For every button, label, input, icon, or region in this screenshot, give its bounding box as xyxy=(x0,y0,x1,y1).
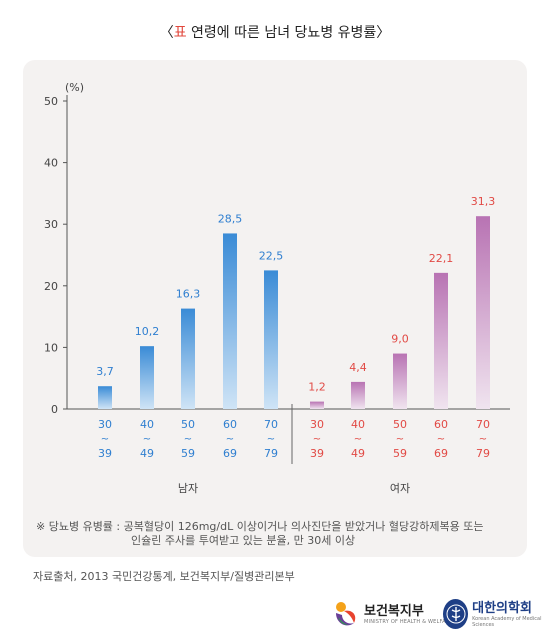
x-tick-label: 59 xyxy=(181,447,195,460)
x-tick-label: 69 xyxy=(223,447,237,460)
x-tick-label: 39 xyxy=(310,447,324,460)
x-tick-label: ~ xyxy=(479,434,487,445)
data-label: 22,5 xyxy=(259,249,284,262)
x-tick-label: ~ xyxy=(226,434,234,445)
footnote-line-1: ※ 당뇨병 유병률 : 공복혈당이 126mg/dL 이상이거나 의사진단을 받… xyxy=(36,520,484,533)
x-tick-label: 39 xyxy=(98,447,112,460)
y-tick-label: 40 xyxy=(44,157,58,170)
x-tick-label: 30 xyxy=(98,418,112,431)
male-bar xyxy=(140,346,154,409)
x-tick-label: 49 xyxy=(140,447,154,460)
x-tick-label: 50 xyxy=(181,418,195,431)
mohw-logo: 보건복지부 MINISTRY OF HEALTH & WELFARE xyxy=(332,596,453,632)
data-label: 4,4 xyxy=(349,361,367,374)
x-tick-label: ~ xyxy=(101,434,109,445)
x-tick-label: 49 xyxy=(351,447,365,460)
x-tick-label: ~ xyxy=(437,434,445,445)
x-tick-label: 40 xyxy=(140,418,154,431)
mohw-sub: MINISTRY OF HEALTH & WELFARE xyxy=(364,618,453,625)
x-tick-label: ~ xyxy=(267,434,275,445)
kams-seal-icon xyxy=(443,599,469,629)
title-tag: 표 xyxy=(173,25,187,41)
female-bar xyxy=(351,381,365,409)
male-bar xyxy=(223,233,237,409)
x-tick-label: 69 xyxy=(434,447,448,460)
x-tick-label: ~ xyxy=(143,434,151,445)
y-unit-label: (%) xyxy=(65,81,84,94)
y-tick-label: 50 xyxy=(44,95,58,108)
x-tick-label: 40 xyxy=(351,418,365,431)
x-tick-label: ~ xyxy=(184,434,192,445)
x-tick-label: 30 xyxy=(310,418,324,431)
data-label: 9,0 xyxy=(391,333,409,346)
x-tick-label: ~ xyxy=(354,434,362,445)
x-tick-label: 50 xyxy=(393,418,407,431)
x-tick-label: 60 xyxy=(223,418,237,431)
data-label: 16,3 xyxy=(176,288,201,301)
female-bar xyxy=(393,353,407,409)
group-label: 여자 xyxy=(390,482,410,495)
data-label: 10,2 xyxy=(135,325,160,338)
x-tick-label: 79 xyxy=(476,447,490,460)
footnote-line-2: 인슐린 주사를 투여받고 있는 분율, 만 30세 이상 xyxy=(131,534,356,547)
data-label: 3,7 xyxy=(96,365,114,378)
data-label: 22,1 xyxy=(429,252,454,265)
female-bar xyxy=(434,272,448,409)
x-tick-label: 70 xyxy=(476,418,490,431)
y-tick-label: 30 xyxy=(44,218,58,231)
data-label: 28,5 xyxy=(218,212,243,225)
x-tick-label: ~ xyxy=(313,434,321,445)
x-tick-label: 70 xyxy=(264,418,278,431)
male-bar xyxy=(98,386,112,409)
x-tick-label: ~ xyxy=(396,434,404,445)
group-label: 남자 xyxy=(178,482,198,495)
x-tick-label: 60 xyxy=(434,418,448,431)
female-bar xyxy=(476,216,490,409)
kams-sub: Korean Academy of Medical Sciences xyxy=(472,615,542,628)
source-text: 자료출처, 2013 국민건강통계, 보건복지부/질병관리본부 xyxy=(33,570,295,583)
mohw-emblem-icon xyxy=(332,599,358,629)
mohw-name: 보건복지부 xyxy=(364,603,424,619)
data-label: 1,2 xyxy=(308,381,326,394)
kams-name: 대한의학회 xyxy=(472,600,532,616)
page-title: 〈표 연령에 따른 남녀 당뇨병 유병률〉 xyxy=(159,25,391,41)
x-tick-label: 59 xyxy=(393,447,407,460)
y-tick-label: 20 xyxy=(44,280,58,293)
footnote: ※ 당뇨병 유병률 : 공복혈당이 126mg/dL 이상이거나 의사진단을 받… xyxy=(36,520,521,548)
male-bar xyxy=(181,308,195,409)
male-bar xyxy=(264,270,278,409)
kams-logo: 대한의학회 Korean Academy of Medical Sciences xyxy=(443,596,550,632)
female-bar xyxy=(310,401,324,409)
y-tick-label: 0 xyxy=(51,403,58,416)
y-tick-label: 10 xyxy=(44,341,58,354)
data-label: 31,3 xyxy=(471,195,496,208)
x-tick-label: 79 xyxy=(264,447,278,460)
